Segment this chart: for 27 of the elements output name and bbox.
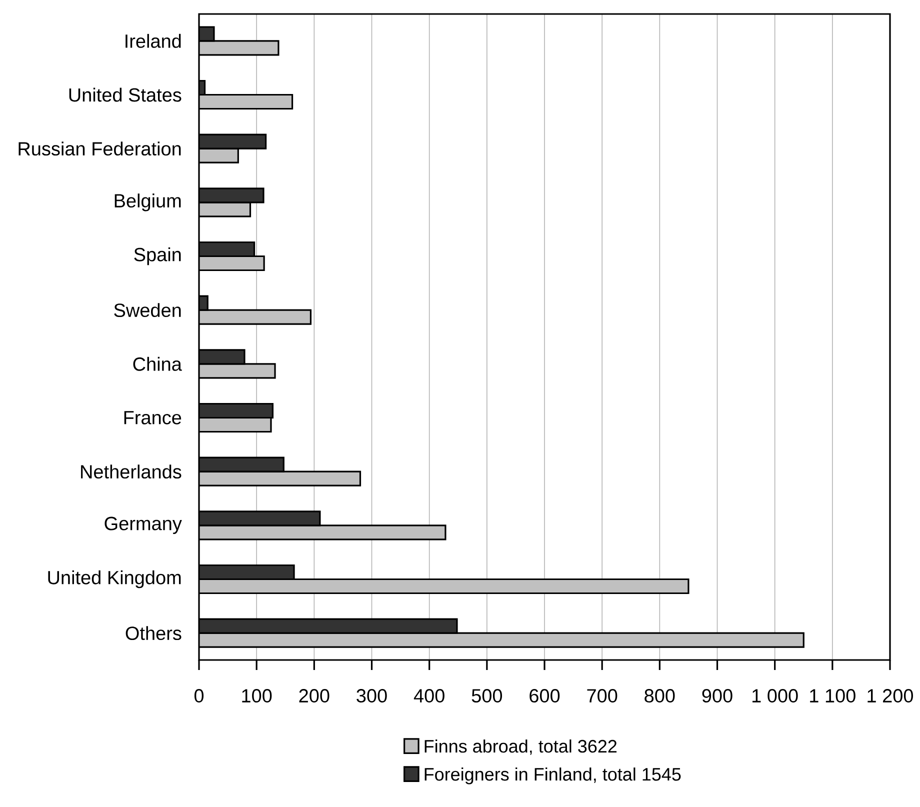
y-tick-label: United States	[69, 88, 182, 102]
x-tick-label: 1 200	[868, 689, 914, 703]
legend-label: Foreigners in Finland, total 1545	[424, 767, 681, 784]
x-tick-label: 0	[194, 689, 204, 703]
y-tick-label: France	[124, 411, 182, 424]
legend-label: Finns abroad, total 3622	[424, 739, 617, 755]
y-tick-label: Netherlands	[81, 464, 182, 479]
x-tick-label: 100	[242, 689, 272, 703]
y-tick-label: China	[133, 356, 182, 371]
x-tick-label: 700	[587, 689, 618, 703]
x-tick-label: 900	[702, 689, 732, 703]
x-tick-label: 1 000	[752, 689, 798, 703]
y-tick-label: Spain	[134, 247, 181, 266]
y-tick-label: Russian Federation	[18, 142, 181, 156]
x-tick-label: 200	[299, 689, 330, 703]
y-tick-label: United Kingdom	[48, 570, 181, 588]
y-tick-label: Ireland	[126, 34, 181, 48]
y-tick-label: Others	[126, 626, 182, 640]
x-tick-label: 800	[644, 689, 675, 703]
y-tick-label: Sweden	[114, 303, 181, 318]
x-tick-label: 300	[356, 689, 387, 703]
y-tick-label: Germany	[104, 516, 182, 534]
x-tick-label: 1 100	[810, 689, 856, 703]
y-tick-label: Belgium	[114, 194, 181, 212]
x-tick-label: 600	[530, 689, 560, 703]
x-tick-label: 400	[414, 689, 444, 703]
x-tick-label: 500	[472, 689, 502, 703]
